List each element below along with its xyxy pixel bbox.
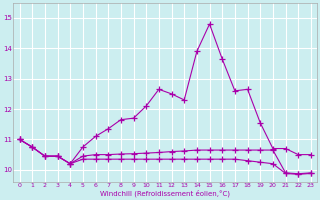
- X-axis label: Windchill (Refroidissement éolien,°C): Windchill (Refroidissement éolien,°C): [100, 190, 230, 197]
